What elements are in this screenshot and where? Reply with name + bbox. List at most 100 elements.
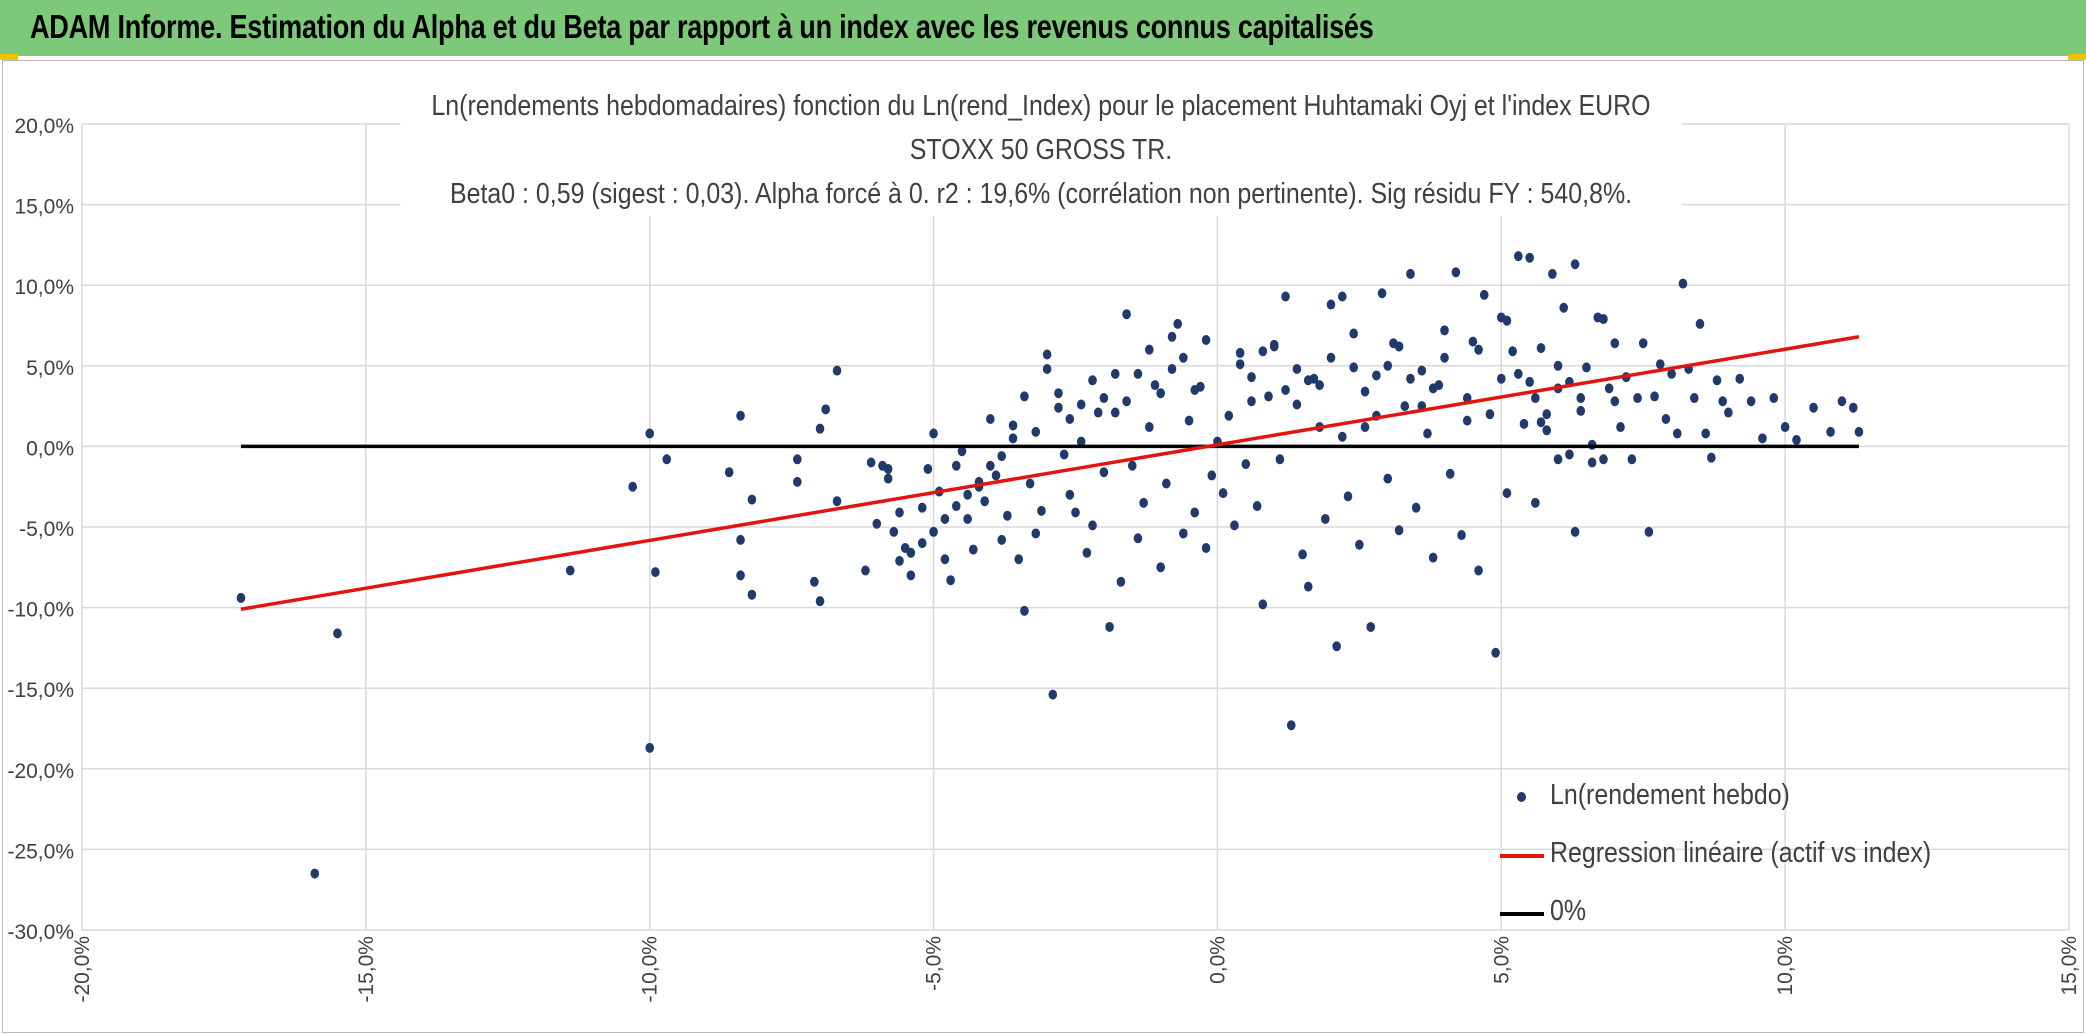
data-point [1570, 526, 1580, 537]
data-point [1633, 393, 1642, 404]
data-point [1076, 399, 1086, 410]
data-point [1383, 473, 1393, 484]
data-point [889, 526, 899, 537]
data-point [1576, 393, 1586, 404]
data-point [1286, 720, 1296, 731]
data-point [1496, 373, 1506, 384]
data-point [986, 460, 995, 471]
data-point [906, 547, 916, 558]
data-point [1627, 454, 1637, 465]
data-point [1423, 428, 1432, 439]
data-point [236, 592, 246, 603]
y-tick-label: 15,0% [14, 196, 74, 219]
data-point [1610, 338, 1620, 349]
data-point [1042, 364, 1052, 375]
data-point [1758, 433, 1767, 444]
data-point [832, 365, 842, 376]
data-point [1127, 460, 1137, 471]
data-point [1349, 362, 1358, 373]
data-point [1440, 352, 1449, 363]
data-point [1042, 349, 1052, 360]
data-point [1156, 562, 1165, 573]
data-point [1474, 565, 1483, 576]
data-point [1258, 346, 1268, 357]
data-point [1355, 539, 1364, 550]
data-point [1201, 542, 1211, 553]
data-point [866, 457, 876, 468]
data-point [1394, 525, 1404, 536]
data-point [917, 538, 927, 549]
legend-label-regression: Regression linéaire (actif vs index) [1550, 837, 1932, 869]
data-point [1655, 359, 1665, 370]
data-point [1780, 422, 1790, 433]
data-point [1735, 373, 1745, 384]
data-point [1315, 380, 1324, 391]
data-point [1065, 489, 1075, 500]
data-point [1599, 454, 1608, 465]
y-tick-label: 5,0% [26, 357, 74, 380]
data-point [1559, 302, 1569, 313]
data-point [793, 476, 802, 487]
data-point [1258, 599, 1268, 610]
data-point [1514, 368, 1523, 379]
data-point [1400, 401, 1410, 412]
data-point [1406, 373, 1415, 384]
data-point [1672, 428, 1682, 439]
data-point [1502, 315, 1512, 326]
data-point [1076, 436, 1086, 447]
data-point [1531, 393, 1540, 404]
data-point [1099, 467, 1109, 478]
data-point [940, 513, 950, 524]
data-point [310, 868, 320, 879]
data-point [1230, 520, 1239, 531]
data-point [1326, 299, 1336, 310]
data-point [1298, 549, 1307, 560]
data-point [1020, 391, 1029, 402]
data-point [929, 428, 938, 439]
legend-marker-points [1517, 792, 1526, 802]
data-point [1218, 488, 1228, 499]
data-point [1167, 331, 1177, 342]
data-point [1003, 510, 1012, 521]
data-point [1707, 452, 1716, 463]
y-tick-label: -20,0% [7, 760, 74, 783]
data-point [1553, 454, 1563, 465]
data-point [1338, 431, 1347, 442]
data-point [1599, 314, 1608, 325]
data-point [1320, 513, 1330, 524]
data-point [1184, 415, 1194, 426]
data-point [1678, 278, 1688, 289]
data-point [793, 454, 802, 465]
data-point [1417, 365, 1427, 376]
data-point [1122, 309, 1131, 320]
data-point [1695, 318, 1705, 329]
data-point [1576, 405, 1586, 416]
data-point [1332, 641, 1341, 652]
data-point [1531, 497, 1540, 508]
data-point [1014, 554, 1024, 565]
data-point [1854, 426, 1864, 437]
data-point [1088, 375, 1097, 386]
data-point [1139, 497, 1148, 508]
corner-marker-left [0, 54, 18, 60]
data-point [1281, 291, 1290, 302]
x-tick-label: -15,0% [355, 936, 378, 1003]
data-point [645, 428, 655, 439]
data-point [1474, 344, 1483, 355]
data-point [1610, 396, 1620, 407]
data-point [1587, 457, 1597, 468]
data-point [1054, 388, 1063, 399]
x-tick-label: -5,0% [923, 936, 946, 991]
data-point [1604, 383, 1614, 394]
data-point [645, 742, 655, 753]
y-tick-label: 20,0% [14, 115, 74, 138]
data-point [1054, 402, 1063, 413]
data-point [1048, 689, 1058, 700]
data-point [1133, 368, 1143, 379]
data-point [1519, 418, 1529, 429]
data-point [1451, 267, 1461, 278]
data-point [821, 404, 831, 415]
data-point [1025, 478, 1035, 489]
data-point [333, 628, 342, 639]
data-point [906, 570, 916, 581]
